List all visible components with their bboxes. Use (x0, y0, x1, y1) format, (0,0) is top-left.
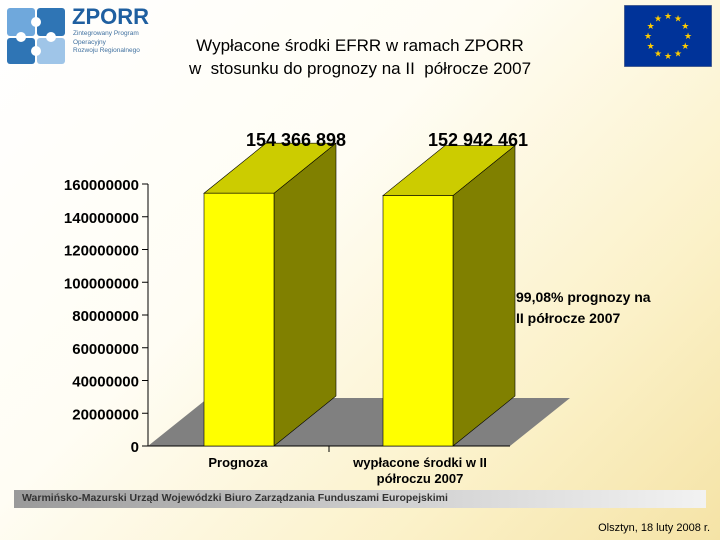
eu-star-icon: ★ (674, 48, 682, 58)
x-category-label: wypłacone środki w II półroczu 2007 (352, 455, 487, 486)
eu-star-icon: ★ (644, 31, 652, 41)
zporr-logo (7, 8, 65, 64)
bar-side (452, 144, 516, 447)
bar-front (382, 195, 454, 447)
eu-star-icon: ★ (664, 11, 672, 21)
title-line-1: Wypłacone środki EFRR w ramach ZPORR (196, 36, 524, 55)
eu-star-icon: ★ (664, 51, 672, 61)
y-tick-label: 0 (131, 439, 139, 456)
bar-data-label: 152 942 461 (428, 130, 528, 150)
bar-front (203, 192, 275, 447)
bar (203, 142, 337, 447)
bar-data-label: 154 366 898 (246, 130, 346, 150)
y-tick-label: 120000000 (64, 243, 139, 260)
title-line-2: w stosunku do prognozy na II półrocze 20… (188, 59, 532, 78)
footer-institution: Warmińsko-Mazurski Urząd Wojewódzki Biur… (22, 492, 448, 504)
footer-date: Olsztyn, 18 luty 2008 r. (598, 522, 710, 534)
eu-star-icon: ★ (674, 14, 682, 24)
eu-star-icon: ★ (647, 41, 655, 51)
eu-star-icon: ★ (647, 21, 655, 31)
bar (382, 144, 516, 447)
logo-title: ZPORR (72, 4, 149, 29)
annotation-text: 99,08% prognozy na II półrocze 2007 (516, 289, 651, 326)
eu-star-icon: ★ (681, 21, 689, 31)
footer-bar (14, 490, 706, 508)
eu-star-icon: ★ (681, 41, 689, 51)
y-tick-label: 80000000 (72, 308, 139, 325)
bar-side (273, 142, 337, 447)
y-tick-label: 100000000 (64, 275, 139, 292)
y-tick-label: 160000000 (64, 177, 139, 194)
y-tick-label: 140000000 (64, 210, 139, 227)
logo-subtitle: Zintegrowany Program Operacyjny Rozwoju … (73, 30, 140, 54)
y-tick-label: 20000000 (72, 406, 139, 423)
eu-flag-icon: ★ ★★★★★★★★★★★ (624, 5, 712, 67)
y-tick-label: 40000000 (72, 374, 139, 391)
eu-star-icon: ★ (684, 31, 692, 41)
puzzle-icon (7, 8, 65, 64)
x-category-label: Prognoza (208, 455, 268, 470)
eu-star-icon: ★ (654, 48, 662, 58)
y-tick-label: 60000000 (72, 341, 139, 358)
eu-star-icon: ★ (654, 14, 662, 24)
page-title: Wypłacone środki EFRR w ramach ZPORR w s… (140, 34, 580, 80)
